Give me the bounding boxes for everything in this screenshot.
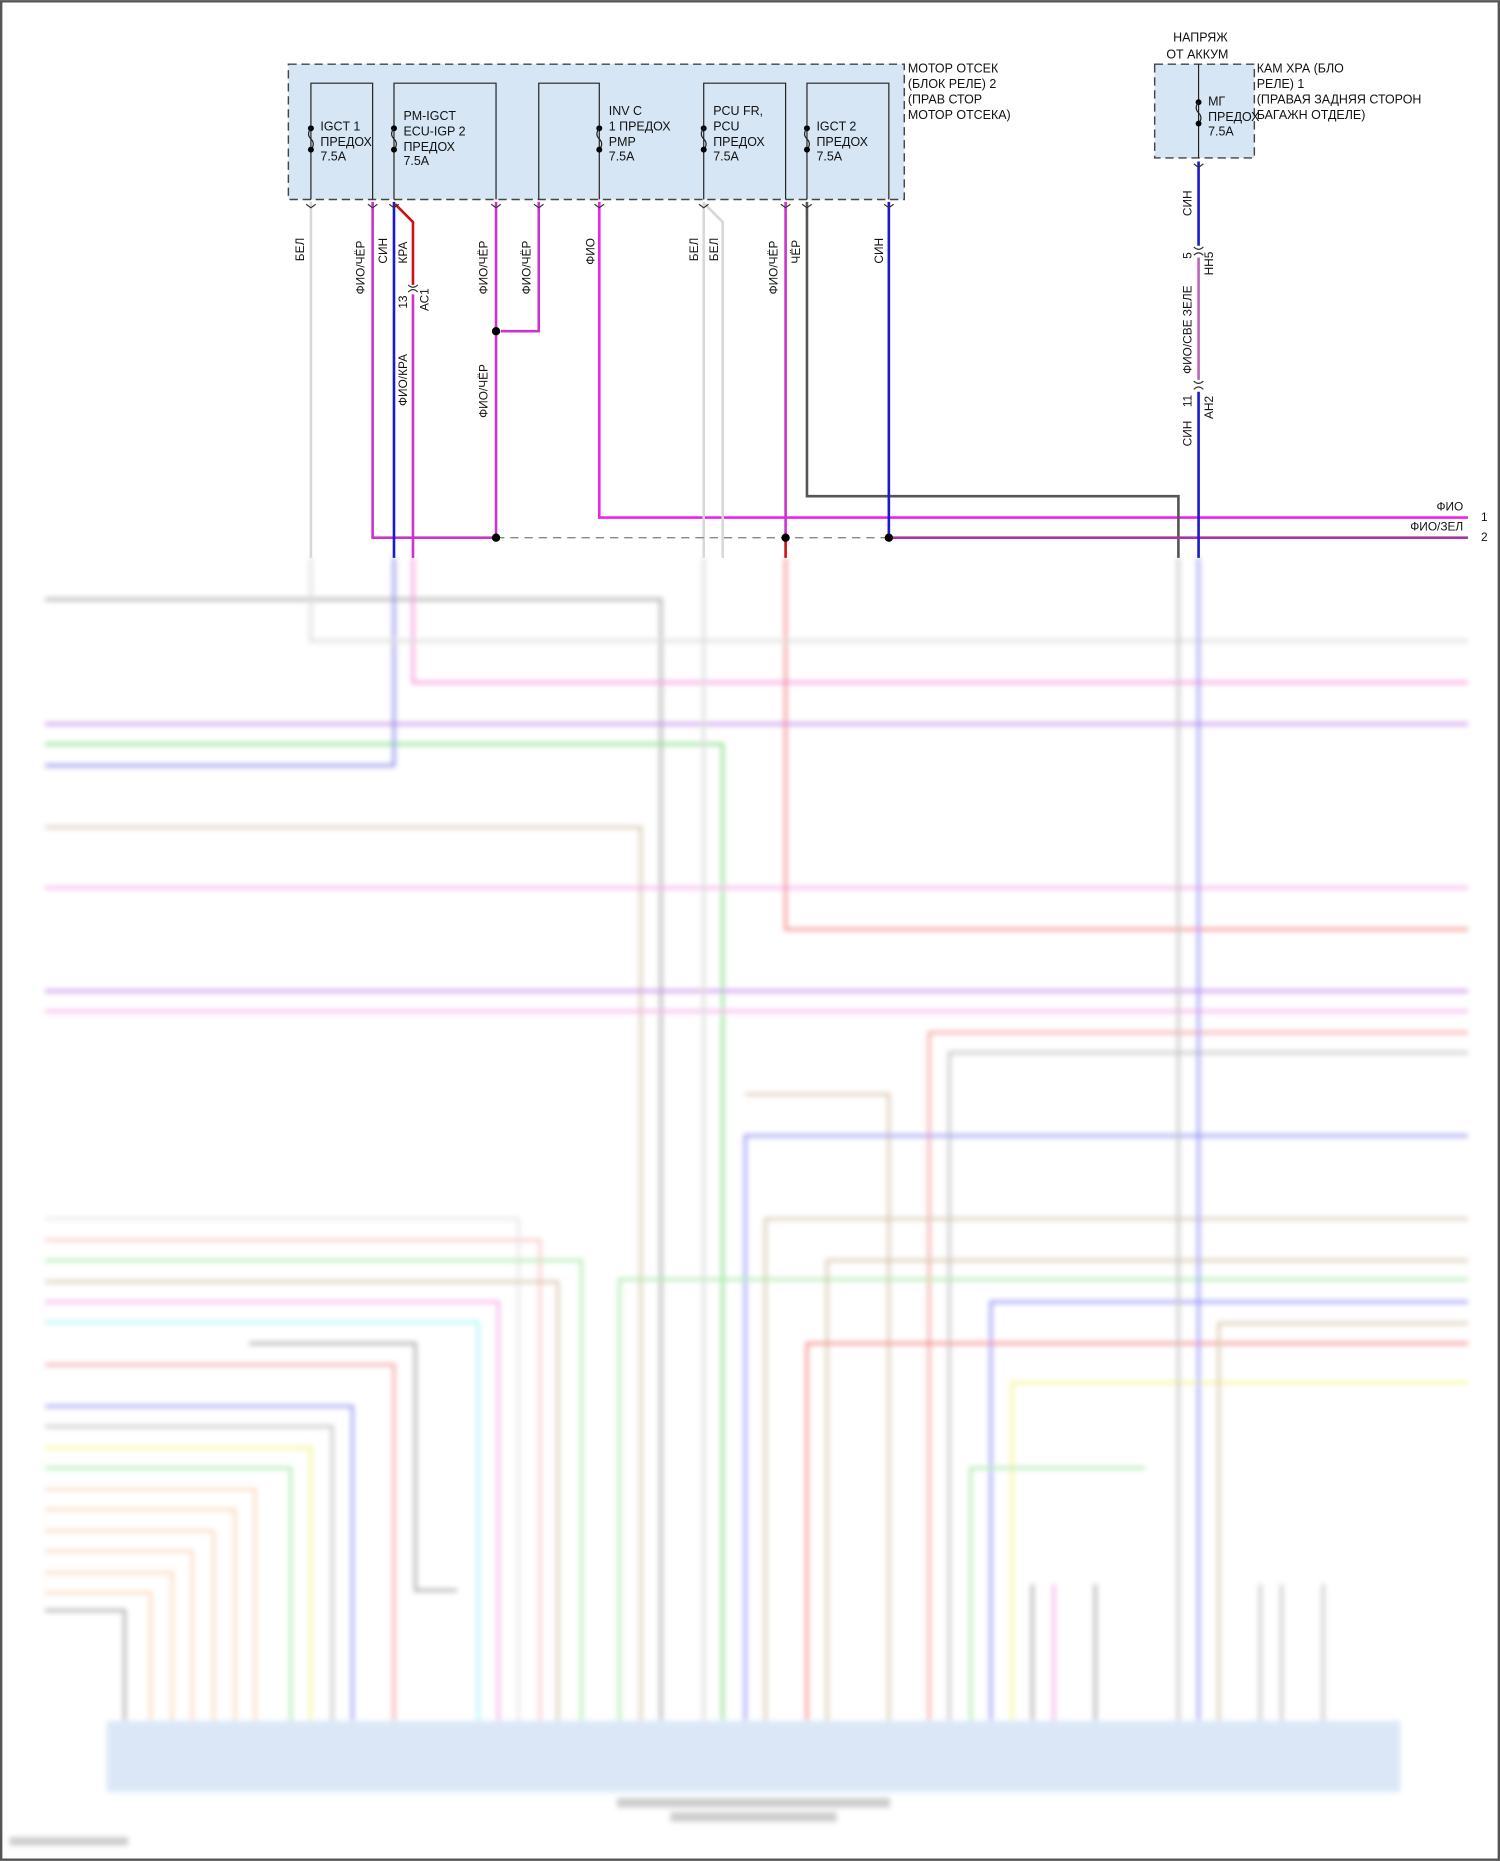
relay-block-1-box: [1153, 63, 1256, 159]
fuse-pcu-label: PCU FR, PCU ПРЕДОХ 7.5A: [713, 104, 768, 163]
fuse-icon: [391, 125, 397, 153]
output-1-color: ФИО: [1436, 499, 1463, 513]
connector-icon: [305, 163, 1204, 390]
fuse-icon: [1195, 99, 1202, 127]
connector-ac1-pin: 13: [396, 295, 410, 309]
wire-violet-black-3: [500, 201, 541, 333]
splice-dot: [781, 533, 790, 542]
wire-label: СИН: [376, 238, 390, 264]
connector-hh5-name: НН5: [1202, 251, 1216, 275]
lower-wiring-blurred: [9, 557, 1468, 1846]
wire-label: ФИО/СВЕ ЗЕЛЕ: [1180, 285, 1194, 374]
output-2-pin: 2: [1481, 530, 1488, 544]
connector-ah2-name: АН2: [1202, 396, 1216, 419]
relay-block-2-label: МОТОР ОТСЕК (БЛОК РЕЛЕ) 2 (ПРАВ СТОР МОТ…: [908, 62, 1011, 122]
relay-block-2-box: [287, 63, 905, 201]
connector-ac1-name: АС1: [417, 288, 431, 311]
splice-dot: [491, 327, 501, 336]
wire-violet-black-1: [371, 201, 497, 540]
wire-red: [394, 203, 415, 285]
wire-label: ФИО/ЧЁР: [477, 241, 491, 295]
wire-label: ФИО/КРА: [396, 354, 410, 406]
fuse-inv-c-label: INV C 1 ПРЕДОХ PMP 7.5A: [609, 104, 674, 163]
wire-label: СИН: [1180, 190, 1194, 216]
wire-label: БЕЛ: [293, 238, 307, 261]
wire-label: ФИО/ЧЁР: [477, 364, 491, 418]
splice-dot: [491, 533, 501, 542]
wire-label: ЧЁР: [789, 240, 803, 264]
relay-block-1-label: КАМ ХРА (БЛО РЕЛЕ) 1 (ПРАВАЯ ЗАДНЯЯ СТОР…: [1257, 62, 1425, 122]
wire-label: КРА: [396, 242, 410, 264]
fuse-igct2-label: IGCT 2 ПРЕДОХ 7.5A: [816, 120, 871, 164]
fuse-pm-igct-label: PM-IGCT ECU-IGP 2 ПРЕДОХ 7.5A: [403, 109, 469, 168]
output-1-pin: 1: [1481, 510, 1488, 524]
fuse-icon: [803, 125, 810, 153]
wire-label: ФИО: [584, 238, 598, 265]
wire-label: БЕЛ: [707, 238, 721, 261]
splice-dot: [884, 533, 893, 542]
fuse-igct1-label: IGCT 1 ПРЕДОХ 7.5A: [320, 120, 375, 164]
output-2-color: ФИО/ЗЕЛ: [1410, 520, 1463, 534]
connector-hh5-pin: 5: [1180, 252, 1194, 259]
wire-label: ФИО/ЧЁР: [353, 241, 367, 295]
fuse-mg-label: МГ ПРЕДОХ 7.5A: [1208, 95, 1263, 139]
wire-label: ФИО/ЧЁР: [519, 241, 533, 295]
wire-black: [805, 201, 1180, 558]
wire-label: БЕЛ: [687, 238, 701, 261]
wire-labels: БЕЛ ФИО/ЧЁР СИН КРА 13 АС1 ФИО/КРА ФИО/Ч…: [293, 190, 1216, 446]
fuse-icon: [307, 125, 314, 153]
fuse-icon: [700, 125, 707, 153]
ecu-connector-box: [106, 1720, 1401, 1793]
wire-label: ФИО/ЧЁР: [766, 241, 780, 295]
wire-white-3: [703, 203, 725, 558]
fuse-icon: [596, 125, 603, 153]
output-labels: ФИО 1 ФИО/ЗЕЛ 2: [1410, 499, 1488, 544]
relay-block-1: НАПРЯЖ ОТ АККУМ МГ ПРЕДОХ 7.5A КАМ ХРА (…: [1153, 31, 1425, 159]
relay-block-2: МОТОР ОТСЕК (БЛОК РЕЛЕ) 2 (ПРАВ СТОР МОТ…: [287, 62, 1011, 201]
connector-ah2-pin: 11: [1180, 394, 1194, 407]
wire-label: СИН: [872, 238, 886, 264]
battery-supply-label: НАПРЯЖ ОТ АККУМ: [1166, 31, 1231, 62]
upper-wiring: [305, 161, 1468, 558]
wire-label: СИН: [1180, 421, 1194, 447]
